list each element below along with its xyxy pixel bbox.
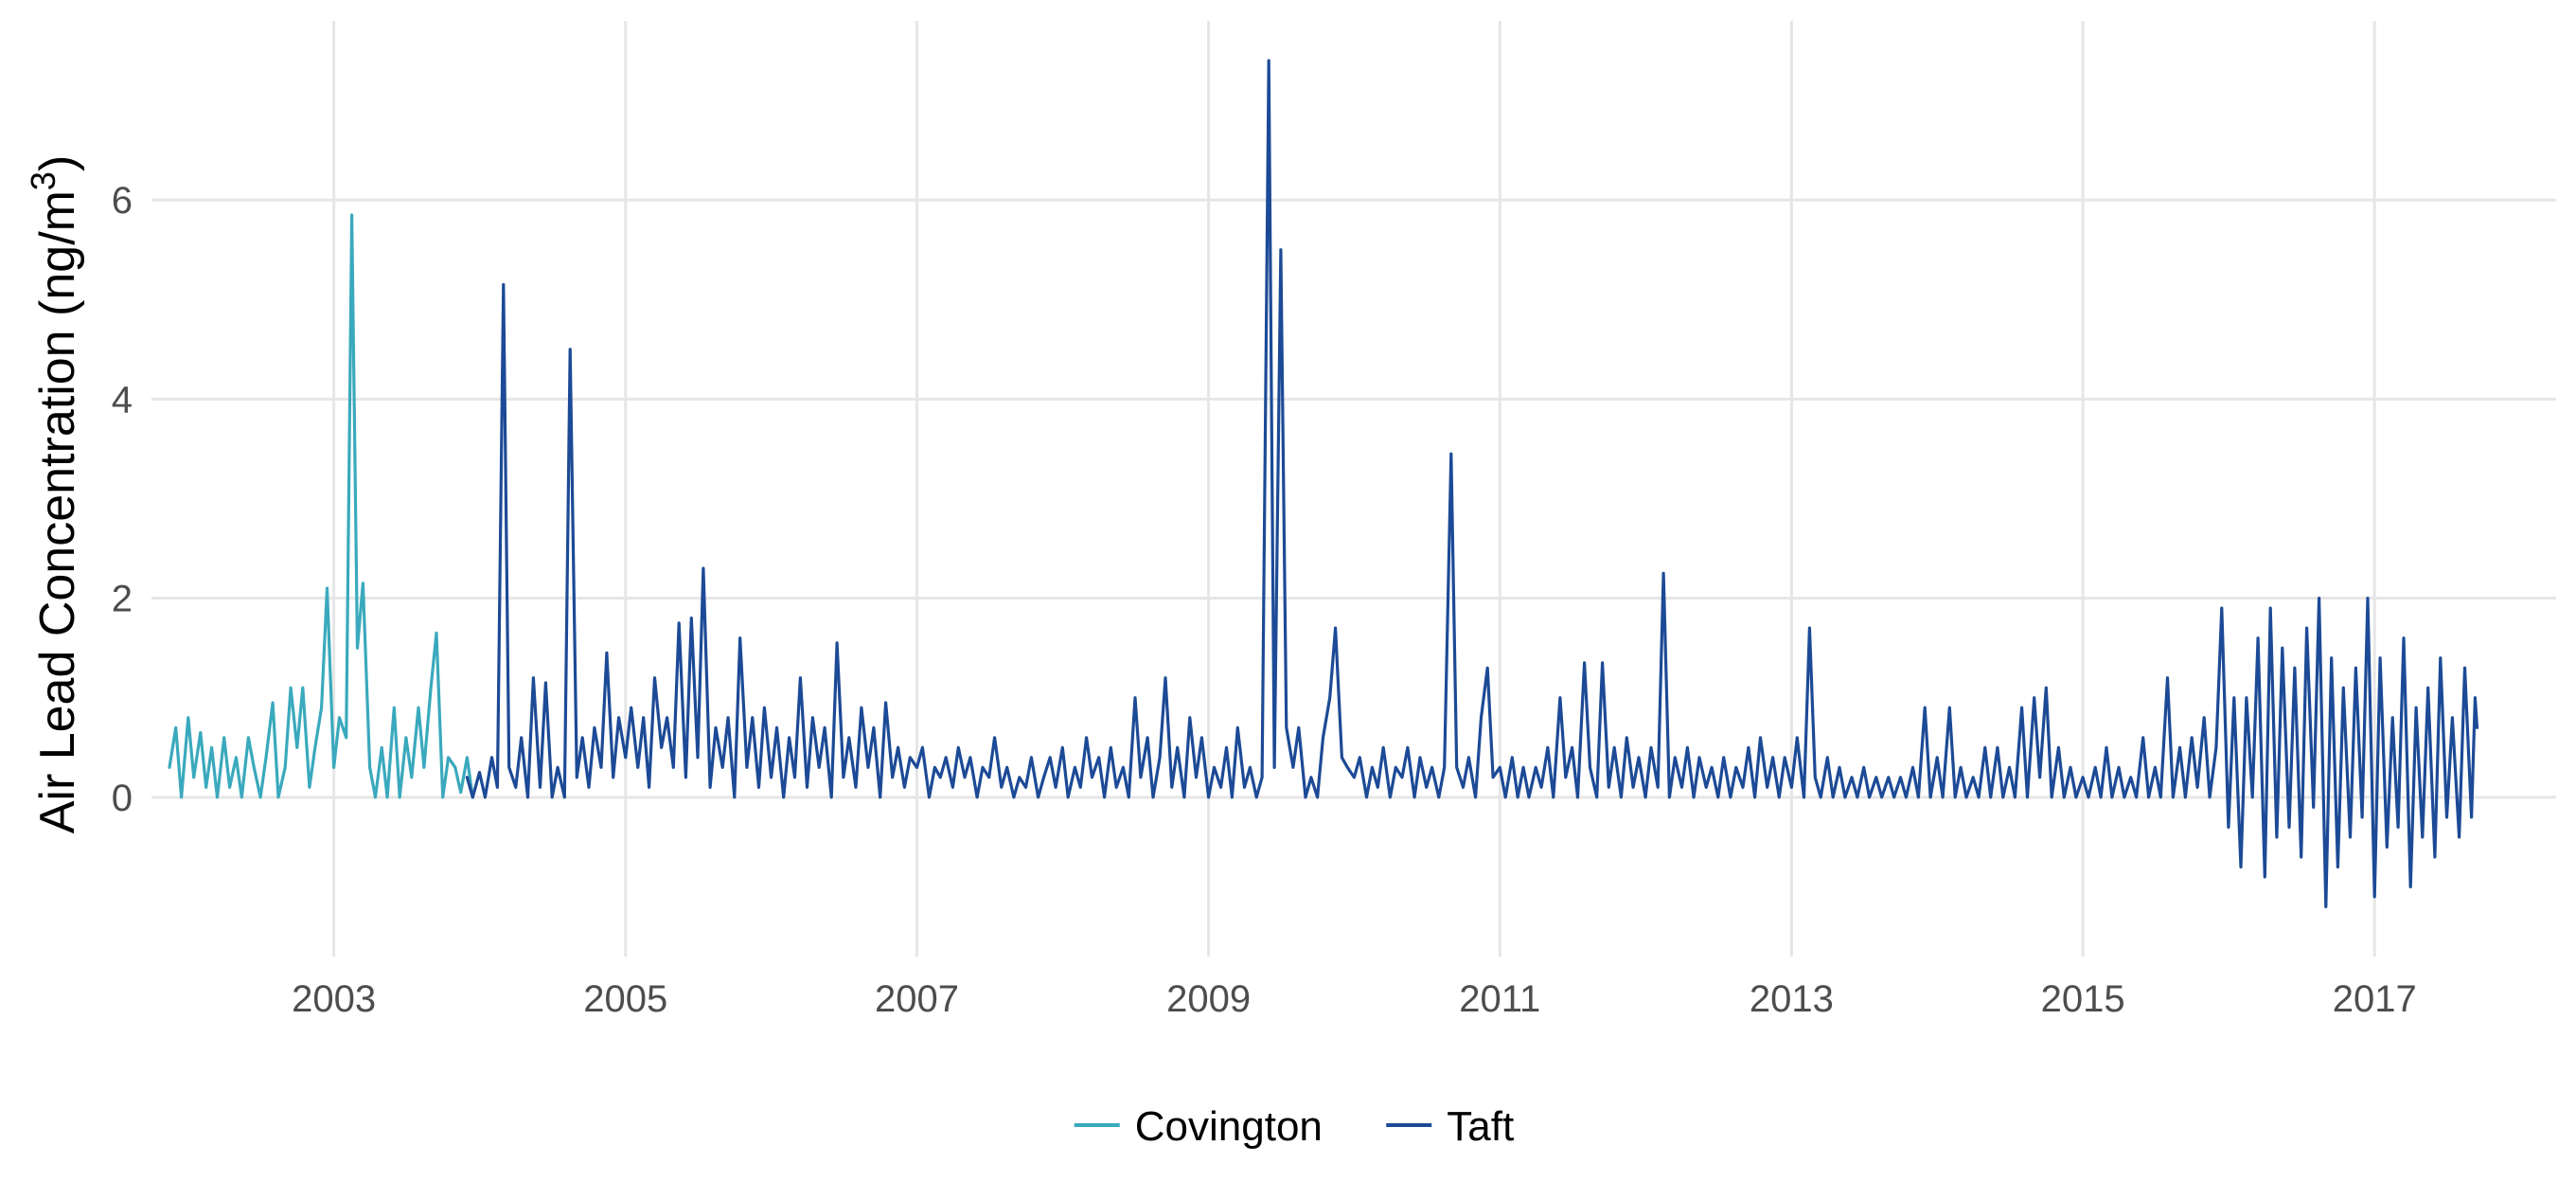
legend-item-taft: Taft bbox=[1386, 1103, 1514, 1150]
x-axis-ticks: 2003 2005 2007 2009 2011 2013 2015 2017 bbox=[292, 978, 2417, 1020]
x-tick-label: 2005 bbox=[583, 978, 667, 1020]
x-tick-label: 2007 bbox=[875, 978, 959, 1020]
legend-label-covington: Covington bbox=[1135, 1103, 1323, 1150]
y-axis-title-main: Air Lead Concentration (ng/m bbox=[30, 190, 85, 833]
x-tick-label: 2015 bbox=[2041, 978, 2125, 1020]
x-tick-label: 2017 bbox=[2333, 978, 2417, 1020]
series-line-taft bbox=[465, 59, 2479, 908]
y-tick-label: 2 bbox=[112, 579, 133, 620]
x-tick-label: 2003 bbox=[292, 978, 376, 1020]
x-tick-label: 2009 bbox=[1166, 978, 1251, 1020]
y-tick-label: 6 bbox=[112, 180, 133, 222]
x-tick-label: 2013 bbox=[1750, 978, 1834, 1020]
legend: Covington Taft bbox=[1074, 1103, 1514, 1150]
y-axis-title: Air Lead Concentration (ng/m3) bbox=[24, 155, 86, 834]
legend-item-covington: Covington bbox=[1074, 1103, 1323, 1150]
y-axis-title-superscript: 3 bbox=[24, 171, 62, 190]
y-tick-label: 4 bbox=[112, 379, 133, 421]
y-axis-title-close: ) bbox=[30, 155, 85, 171]
grid bbox=[151, 21, 2556, 957]
x-tick-label: 2011 bbox=[1459, 978, 1540, 1020]
y-tick-label: 0 bbox=[112, 778, 133, 819]
series-lines bbox=[168, 59, 2479, 908]
y-axis-ticks: 0 2 4 6 bbox=[112, 180, 133, 819]
legend-label-taft: Taft bbox=[1447, 1103, 1514, 1150]
series-line-covington bbox=[168, 213, 474, 799]
